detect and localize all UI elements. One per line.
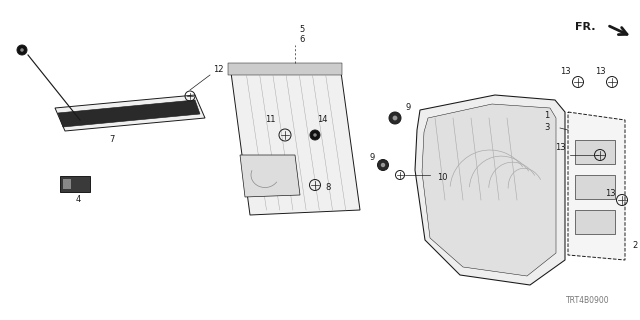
Text: 8: 8 bbox=[325, 183, 331, 193]
Circle shape bbox=[310, 130, 320, 140]
Text: 13: 13 bbox=[555, 143, 565, 153]
Text: TRT4B0900: TRT4B0900 bbox=[566, 296, 610, 305]
Text: 2: 2 bbox=[632, 241, 637, 250]
FancyBboxPatch shape bbox=[575, 175, 615, 199]
Circle shape bbox=[389, 112, 401, 124]
Text: 5: 5 bbox=[300, 26, 305, 35]
Polygon shape bbox=[568, 112, 625, 260]
Polygon shape bbox=[240, 155, 300, 197]
FancyBboxPatch shape bbox=[575, 210, 615, 234]
Polygon shape bbox=[58, 100, 200, 127]
Text: 4: 4 bbox=[76, 196, 81, 204]
Text: 3: 3 bbox=[544, 123, 550, 132]
Text: 13: 13 bbox=[605, 188, 615, 197]
Text: 1: 1 bbox=[545, 110, 550, 119]
Circle shape bbox=[20, 48, 24, 52]
Text: 7: 7 bbox=[109, 135, 115, 145]
FancyBboxPatch shape bbox=[60, 176, 90, 192]
Polygon shape bbox=[230, 65, 360, 215]
Text: FR.: FR. bbox=[575, 22, 595, 32]
Circle shape bbox=[378, 159, 388, 171]
Circle shape bbox=[17, 45, 27, 55]
Text: 9: 9 bbox=[405, 102, 411, 111]
Text: 9: 9 bbox=[369, 154, 374, 163]
Circle shape bbox=[381, 163, 385, 167]
Text: 13: 13 bbox=[560, 68, 570, 76]
Polygon shape bbox=[422, 104, 556, 276]
Text: 6: 6 bbox=[300, 36, 305, 44]
Text: 13: 13 bbox=[595, 68, 605, 76]
Circle shape bbox=[313, 133, 317, 137]
Polygon shape bbox=[55, 95, 205, 131]
Polygon shape bbox=[415, 95, 565, 285]
Text: 10: 10 bbox=[436, 173, 447, 182]
Text: 11: 11 bbox=[265, 116, 275, 124]
Text: 14: 14 bbox=[317, 116, 327, 124]
Polygon shape bbox=[228, 63, 342, 75]
Text: 12: 12 bbox=[212, 66, 223, 75]
Circle shape bbox=[392, 116, 397, 120]
FancyBboxPatch shape bbox=[575, 140, 615, 164]
FancyBboxPatch shape bbox=[63, 179, 71, 189]
